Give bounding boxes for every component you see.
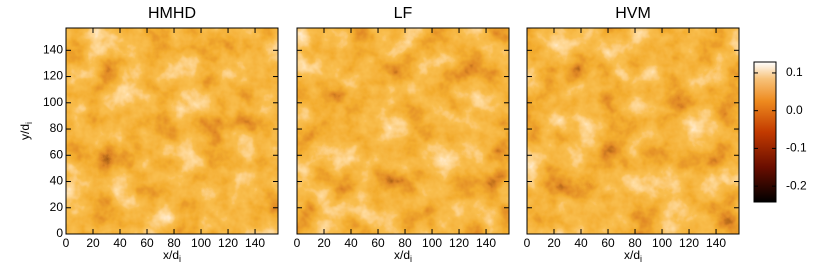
colorbar-tick-label: 0.1 bbox=[786, 65, 803, 79]
x-axis-label: x/di bbox=[163, 248, 181, 264]
x-tick-label: 80 bbox=[398, 236, 412, 250]
x-label-sub: i bbox=[410, 254, 412, 264]
y-tick-label: 60 bbox=[50, 147, 64, 161]
x-tick-label: 100 bbox=[422, 236, 442, 250]
x-tick-label: 120 bbox=[449, 236, 469, 250]
x-axis-label: x/di bbox=[394, 248, 412, 264]
y-label-main: y/d bbox=[18, 124, 32, 140]
y-tick-label: 20 bbox=[50, 200, 64, 214]
x-tick-label: 20 bbox=[86, 236, 100, 250]
x-tick-label: 140 bbox=[245, 236, 265, 250]
x-tick-label: 40 bbox=[344, 236, 358, 250]
panel-title: HVM bbox=[615, 5, 651, 22]
x-tick-label: 100 bbox=[191, 236, 211, 250]
y-tick-label: 0 bbox=[56, 226, 63, 240]
x-label-main: x/d bbox=[394, 248, 410, 262]
x-label-sub: i bbox=[640, 254, 642, 264]
x-tick-label: 80 bbox=[628, 236, 642, 250]
panel-title: LF bbox=[394, 5, 413, 22]
colorbar bbox=[753, 61, 777, 203]
heatmap-field bbox=[527, 28, 739, 234]
x-axis-label: x/di bbox=[624, 248, 642, 264]
x-tick-label: 40 bbox=[574, 236, 588, 250]
x-tick-label: 20 bbox=[317, 236, 331, 250]
x-tick-label: 0 bbox=[294, 236, 301, 250]
x-tick-label: 60 bbox=[371, 236, 385, 250]
y-tick-label: 100 bbox=[43, 95, 63, 109]
y-tick-label: 120 bbox=[43, 69, 63, 83]
plot-frame bbox=[65, 27, 279, 235]
x-tick-label: 120 bbox=[679, 236, 699, 250]
plot-frame bbox=[296, 27, 510, 235]
colorbar-tick-label: -0.1 bbox=[786, 141, 807, 155]
heatmap-field bbox=[297, 28, 509, 234]
x-tick-label: 60 bbox=[140, 236, 154, 250]
x-tick-label: 0 bbox=[524, 236, 531, 250]
plot-frame bbox=[526, 27, 740, 235]
x-tick-label: 140 bbox=[706, 236, 726, 250]
x-tick-label: 40 bbox=[113, 236, 127, 250]
y-tick-label: 140 bbox=[43, 42, 63, 56]
x-tick-label: 140 bbox=[476, 236, 496, 250]
panel-title: HMHD bbox=[148, 5, 196, 22]
x-label-sub: i bbox=[179, 254, 181, 264]
x-tick-label: 120 bbox=[218, 236, 238, 250]
y-label-sub: i bbox=[24, 122, 34, 124]
heatmap-field bbox=[66, 28, 278, 234]
x-tick-label: 60 bbox=[601, 236, 615, 250]
y-tick-label: 40 bbox=[50, 174, 64, 188]
x-tick-label: 0 bbox=[63, 236, 70, 250]
x-tick-label: 20 bbox=[547, 236, 561, 250]
y-tick-label: 80 bbox=[50, 121, 64, 135]
x-label-main: x/d bbox=[624, 248, 640, 262]
y-axis-label: y/di bbox=[18, 122, 34, 140]
colorbar-tick-label: -0.2 bbox=[786, 178, 807, 192]
x-tick-label: 100 bbox=[652, 236, 672, 250]
x-label-main: x/d bbox=[163, 248, 179, 262]
colorbar-tick-label: 0.0 bbox=[786, 103, 803, 117]
x-tick-label: 80 bbox=[167, 236, 181, 250]
